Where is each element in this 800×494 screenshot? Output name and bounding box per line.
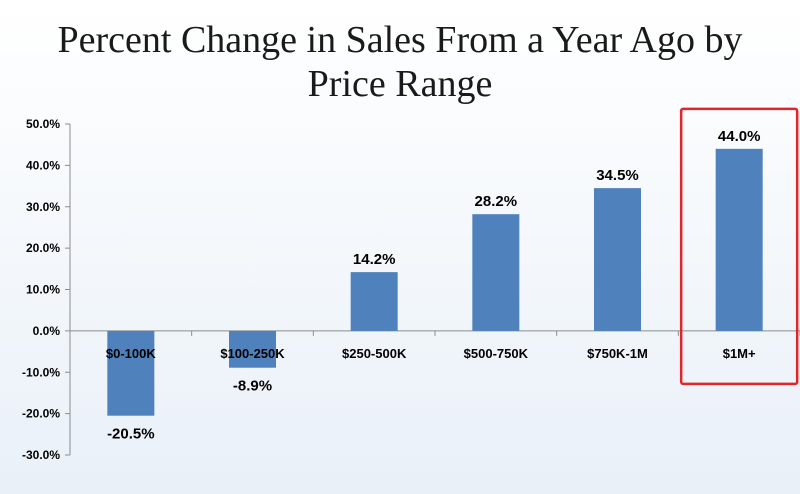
data-label: 28.2% [475,193,518,210]
bar [350,272,398,331]
data-label: -8.9% [233,378,272,395]
category-label: $750K-1M [587,346,648,361]
category-label: $250-500K [342,346,407,361]
chart-title-line-1: Percent Change in Sales From a Year Ago … [57,19,743,61]
y-tick-label: 40.0% [26,158,60,172]
category-label: $1M+ [723,346,756,361]
y-tick-label: 0.0% [33,324,61,338]
y-tick-label: -30.0% [22,448,60,462]
y-tick-label: 10.0% [26,283,60,297]
bar [594,188,641,331]
category-label: $0-100K [106,346,156,361]
y-tick-label: 30.0% [26,200,60,214]
category-label: $500-750K [464,346,529,361]
bar [229,330,276,368]
data-label: -20.5% [107,426,155,443]
highlight-box [679,107,799,386]
y-tick-label: -20.0% [22,407,60,421]
y-tick-label: 50.0% [26,117,60,131]
y-tick-label: 20.0% [26,241,60,255]
data-label: 14.2% [353,251,396,268]
category-label: $100-250K [220,346,285,361]
bar [472,214,520,331]
chart-title-line-2: Price Range [307,63,493,105]
chart-title: Percent Change in Sales From a Year Ago … [0,18,800,106]
bar [715,148,763,331]
data-label: 44.0% [718,128,761,145]
data-label: 34.5% [596,167,639,184]
bar [107,330,155,416]
y-tick-label: -10.0% [22,365,60,379]
